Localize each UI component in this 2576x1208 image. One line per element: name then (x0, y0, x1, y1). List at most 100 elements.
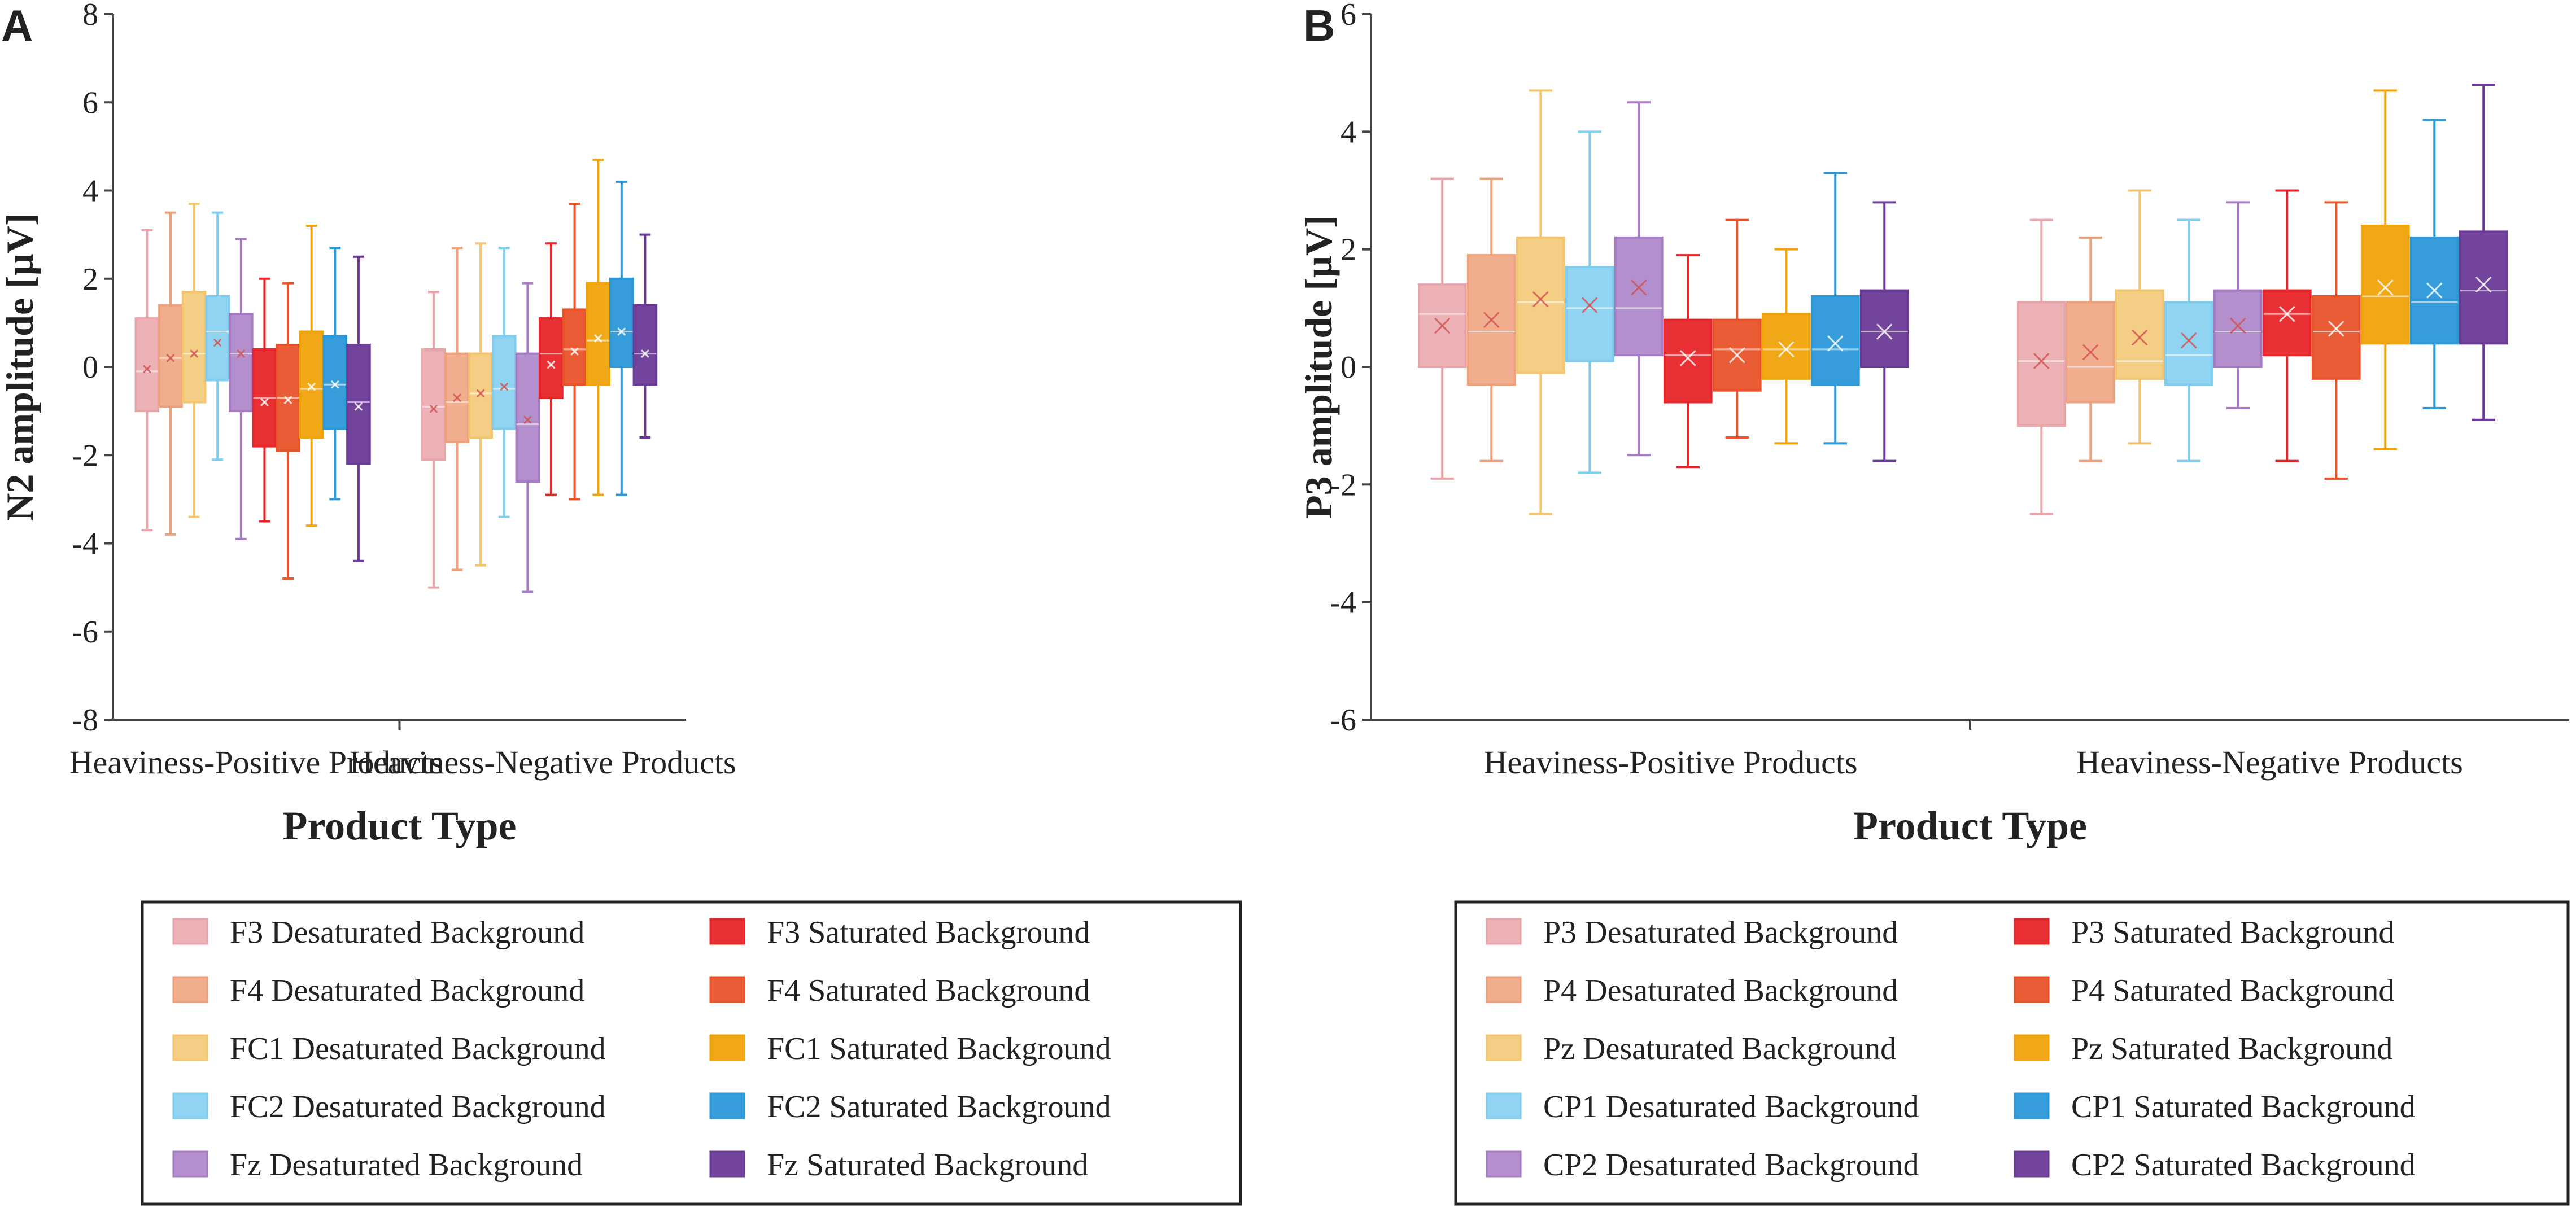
box-mean-marker (641, 349, 649, 358)
panela-legend-swatch (172, 1150, 208, 1178)
panela-legend-label: Fz Desaturated Background (230, 1148, 583, 1183)
mean-x-stroke-b (1778, 341, 1795, 358)
mean-x-stroke-b (2426, 282, 2443, 299)
box-body (1810, 295, 1860, 386)
box-body (1565, 265, 1614, 362)
mean-x-stroke-b (523, 415, 532, 424)
mean-x-stroke-b (2082, 344, 2099, 361)
panela-y-axis-label: N2 amplitude [µV] (0, 213, 41, 520)
panela-box-fz-desaturated-background (229, 238, 254, 540)
box-body (346, 343, 371, 465)
box-mean-marker (1827, 335, 1844, 352)
box-mean-marker (166, 353, 175, 362)
mean-x-stroke-b (283, 396, 292, 404)
mean-x-stroke-b (1679, 350, 1696, 366)
box-mean-marker (2131, 329, 2148, 346)
panela-category-label: Heaviness-Positive Products (69, 744, 443, 781)
mean-x-stroke-b (593, 334, 602, 343)
box-body (2213, 289, 2263, 368)
panela-box-f3-saturated-background (539, 242, 564, 496)
mean-x-stroke-b (476, 389, 485, 398)
panela-legend-swatch (709, 976, 745, 1003)
panelb-legend-swatch (2014, 1034, 2050, 1061)
panelb-legend-label: CP1 Saturated Background (2071, 1089, 2416, 1124)
panela-legend-swatch (709, 1034, 745, 1061)
box-body (1614, 236, 1664, 357)
box-mean-marker (1581, 297, 1598, 313)
mean-x-stroke-b (1483, 312, 1500, 328)
box-body (609, 277, 634, 368)
box-mean-marker (1434, 317, 1451, 334)
box-body (1761, 313, 1811, 380)
box-body (2115, 289, 2164, 380)
panelb-legend-label: Pz Desaturated Background (1543, 1031, 1896, 1066)
box-mean-marker (476, 389, 485, 398)
mean-x-stroke-b (1532, 291, 1549, 308)
panelb-box-cp2-saturated-background (2459, 84, 2508, 421)
panelb-legend-label: CP2 Desaturated Background (1543, 1148, 1919, 1183)
panelb-category-label: Heaviness-Positive Products (1483, 744, 1857, 781)
panelb-box-p4-desaturated-background (1466, 177, 1516, 462)
box-body (322, 335, 348, 430)
box-mean-marker (1876, 323, 1893, 340)
panelb-box-p3-desaturated-background (2016, 218, 2066, 515)
panelb-legend-label: P4 Desaturated Background (1543, 973, 1898, 1008)
panelb-box-cp2-saturated-background (1859, 201, 1909, 462)
box-mean-marker (260, 398, 269, 406)
mean-x-stroke-b (166, 353, 175, 362)
mean-x-stroke-b (570, 347, 579, 356)
panelb-box-p3-desaturated-background (1417, 177, 1467, 480)
box-mean-marker (2229, 317, 2246, 334)
panelb-box-p4-saturated-background (1712, 218, 1762, 439)
mean-x-stroke-b (500, 382, 509, 391)
panela-category-label: Heaviness-Negative Products (350, 744, 736, 781)
box-mean-marker (190, 349, 199, 358)
box-body (181, 291, 207, 404)
panela-legend-swatch (172, 976, 208, 1003)
box-mean-marker (617, 327, 626, 336)
panela-legend-box (141, 900, 1242, 1206)
panelb-legend-swatch (1486, 976, 1522, 1003)
mean-x-stroke-b (2377, 279, 2394, 296)
box-mean-marker (213, 338, 222, 347)
panela-x-axis-label: Product Type (282, 803, 516, 848)
mean-x-stroke-b (142, 365, 151, 374)
mean-x-stroke-b (354, 402, 363, 411)
panela-legend-label: F3 Saturated Background (767, 915, 1090, 950)
box-mean-marker (570, 347, 579, 356)
panelb-legend-swatch (1486, 918, 1522, 945)
panela-y-tick-label: -6 (72, 615, 98, 650)
panelb-y-tick-label: -6 (1330, 703, 1356, 738)
box-mean-marker (2377, 279, 2394, 296)
box-mean-marker (237, 349, 246, 358)
panela-legend-swatch (172, 918, 208, 945)
panelb-box-cp1-desaturated-background (2164, 218, 2213, 462)
panela-box-f3-saturated-background (252, 277, 277, 523)
panelb-legend-label: Pz Saturated Background (2071, 1031, 2392, 1066)
box-body (468, 352, 493, 439)
box-body (2164, 301, 2213, 386)
box-body (205, 295, 230, 382)
panela-legend-swatch (709, 1092, 745, 1119)
panela-box-fc1-saturated-background (586, 158, 610, 496)
panelb-y-tick-label: 0 (1341, 350, 1356, 385)
box-mean-marker (2328, 320, 2344, 337)
box-body (2459, 230, 2508, 345)
panelb-y-tick-label: -4 (1330, 585, 1356, 620)
box-mean-marker (453, 393, 461, 402)
panela-legend-label: FC2 Desaturated Background (230, 1089, 606, 1124)
panelb-box-p4-saturated-background (2311, 201, 2361, 480)
box-mean-marker (1532, 291, 1549, 308)
box-mean-marker (593, 334, 602, 343)
panelb-legend-label: CP2 Saturated Background (2071, 1148, 2416, 1183)
mean-x-stroke-b (190, 349, 199, 358)
mean-x-stroke-b (307, 382, 316, 391)
panel-b: B -6 -4 -2 0 2 4 6 P3 amplitude [µV] Heaviness-P… (1297, 0, 2570, 1206)
mean-x-stroke-b (2033, 353, 2050, 369)
panelb-box-cp2-desaturated-background (2213, 201, 2263, 409)
panelb-box-pz-saturated-background (1761, 248, 1811, 445)
panela-y-tick-label: -8 (72, 703, 98, 738)
panela-box-f4-desaturated-background (158, 211, 183, 536)
box-body (2016, 301, 2066, 427)
panela-y-tick-label: 0 (82, 350, 98, 385)
